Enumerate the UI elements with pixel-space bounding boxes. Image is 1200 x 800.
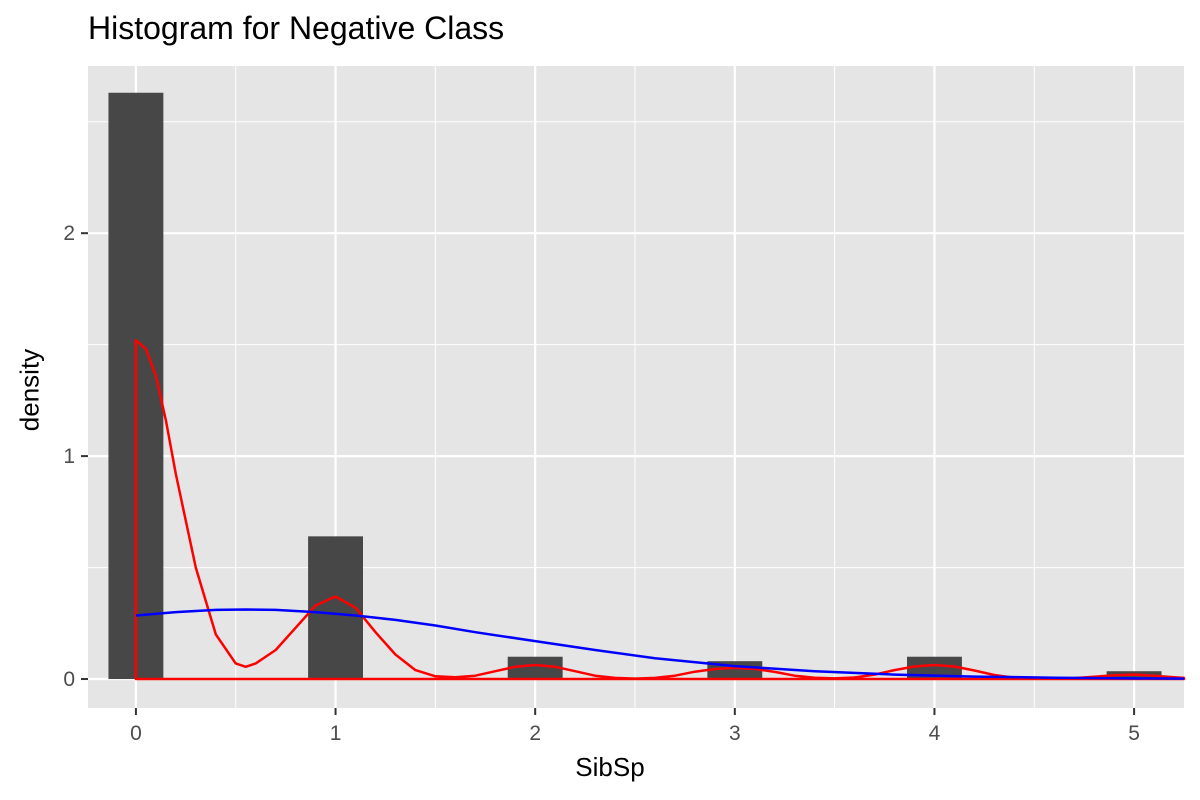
x-tick-label: 5 <box>1128 722 1140 745</box>
x-tick-label: 2 <box>529 722 541 745</box>
x-tick-label: 4 <box>929 722 941 745</box>
chart-title: Histogram for Negative Class <box>88 10 505 46</box>
histogram-bar <box>507 656 563 680</box>
y-tick-label: 2 <box>63 222 75 245</box>
x-tick-label: 0 <box>130 722 142 745</box>
x-tick-label: 3 <box>729 722 741 745</box>
plot-panel <box>88 66 1184 708</box>
y-tick-label: 1 <box>63 445 75 468</box>
y-tick-label: 0 <box>63 668 75 691</box>
blue-density-curve <box>135 608 1185 680</box>
x-axis-title: SibSp <box>575 752 645 782</box>
x-tick-label: 1 <box>330 722 342 745</box>
histogram-bar <box>907 656 962 680</box>
y-axis-title: density <box>14 348 45 432</box>
